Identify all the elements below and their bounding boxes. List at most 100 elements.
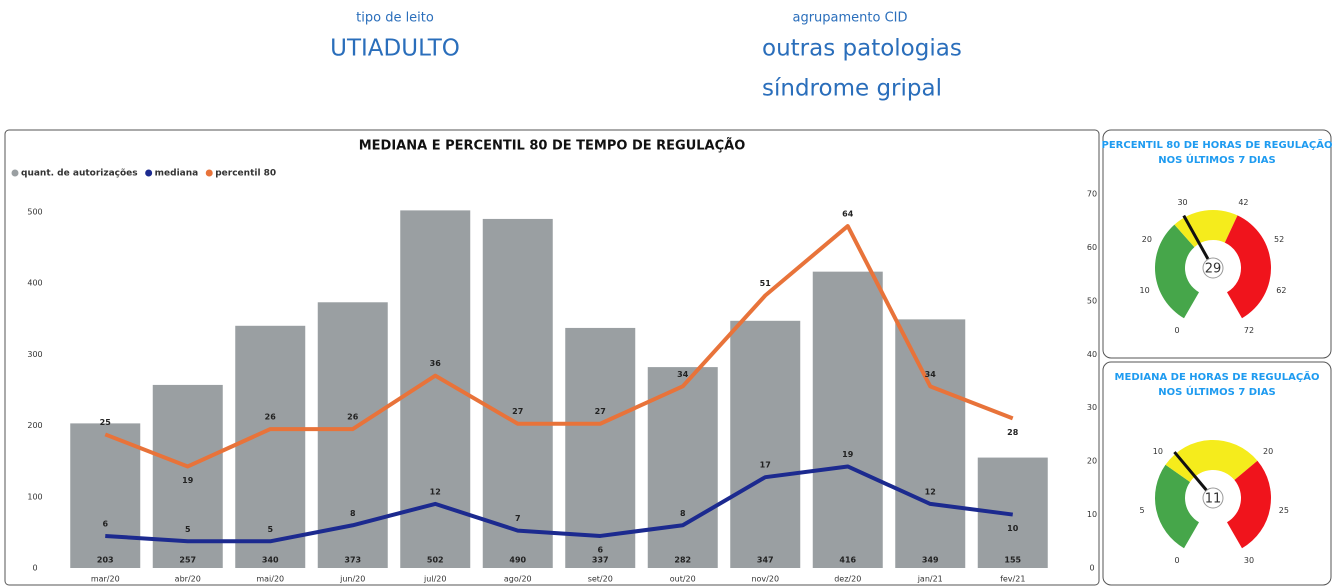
bar: [565, 327, 636, 568]
y2-tick-label: 10: [1087, 510, 1097, 519]
line-value-label: 8: [680, 509, 686, 518]
y2-tick-label: 40: [1087, 350, 1097, 359]
filter-label: agrupamento CID: [792, 11, 907, 26]
line-value-label: 26: [265, 413, 277, 422]
line-value-label: 6: [597, 545, 603, 554]
gauge-title: MEDIANA DE HORAS DE REGULAÇÃO: [1115, 370, 1320, 383]
line-value-label: 17: [760, 461, 771, 470]
chart-title: MEDIANA E PERCENTIL 80 DE TEMPO DE REGUL…: [359, 138, 746, 154]
x-tick-label: mai/20: [256, 575, 284, 584]
gauge-band: [1224, 215, 1271, 319]
x-tick-label: mar/20: [91, 575, 120, 584]
bar: [70, 423, 141, 568]
legend-marker: [145, 169, 153, 177]
bar: [152, 384, 223, 568]
gauge-value: 29: [1205, 262, 1222, 277]
x-tick-label: nov/20: [751, 575, 779, 584]
gauge-tick-label: 30: [1177, 198, 1187, 207]
line-value-label: 8: [350, 509, 356, 518]
filter-value: outras patologias: [762, 36, 962, 62]
gauge-title: NOS ÚLTIMOS 7 DIAS: [1158, 153, 1275, 166]
line-value-label: 12: [925, 487, 936, 496]
gauge-value: 11: [1205, 492, 1222, 507]
bar-value-label: 340: [262, 556, 279, 565]
gauge-band: [1227, 460, 1271, 549]
y-tick-label: 200: [27, 421, 42, 430]
line-value-label: 5: [267, 525, 273, 534]
line-value-label: 19: [182, 476, 194, 485]
bar: [647, 367, 718, 568]
gauge-tick-label: 0: [1174, 556, 1179, 565]
x-tick-label: set/20: [588, 575, 613, 584]
bar: [812, 271, 883, 568]
line-value-label: 10: [1007, 524, 1019, 533]
line: [104, 224, 1014, 469]
legend-marker: [205, 169, 213, 177]
bar-value-label: 347: [757, 556, 774, 565]
x-tick-label: dez/20: [834, 575, 861, 584]
gauge-panel: [1102, 129, 1332, 359]
gauge-band: [1155, 464, 1199, 549]
line-value-label: 34: [925, 370, 937, 379]
line-value-label: 36: [430, 359, 442, 368]
y-tick-label: 300: [27, 350, 42, 359]
line-value-label: 7: [515, 514, 521, 523]
bar-value-label: 349: [922, 556, 939, 565]
bar: [482, 218, 553, 568]
gauge-title: PERCENTIL 80 DE HORAS DE REGULAÇÃO: [1102, 138, 1333, 151]
gauge-center: [1202, 257, 1224, 279]
bar-value-label: 416: [839, 556, 856, 565]
line-value-label: 6: [102, 519, 108, 528]
filter-label: tipo de leito: [356, 11, 434, 26]
y-tick-label: 0: [32, 564, 37, 573]
bar: [235, 325, 306, 568]
gauge-tick-label: 10: [1153, 447, 1163, 456]
legend-label: quant. de autorizações: [21, 169, 138, 179]
bar-value-label: 203: [97, 556, 114, 565]
gauge-tick-label: 10: [1140, 286, 1150, 295]
y2-tick-label: 30: [1087, 403, 1097, 412]
gauge-band: [1165, 440, 1258, 482]
bar-value-label: 490: [509, 556, 526, 565]
line-value-label: 64: [842, 210, 854, 219]
line-value-label: 51: [760, 279, 772, 288]
line-value-label: 26: [347, 413, 359, 422]
gauge-panel: [1102, 361, 1332, 586]
x-tick-label: fev/21: [1000, 575, 1025, 584]
bar-value-label: 502: [427, 556, 444, 565]
bar-value-label: 373: [344, 556, 361, 565]
gauge-tick-label: 30: [1244, 556, 1254, 565]
x-tick-label: jul/20: [423, 575, 446, 584]
gauge-center: [1202, 487, 1224, 509]
bar-value-label: 337: [592, 556, 609, 565]
gauge-tick-label: 20: [1263, 447, 1273, 456]
line-value-label: 27: [512, 407, 523, 416]
x-tick-label: jun/20: [339, 575, 365, 584]
y2-tick-label: 60: [1087, 243, 1097, 252]
x-tick-label: ago/20: [504, 575, 532, 584]
gauge-tick-label: 42: [1238, 198, 1248, 207]
line-value-label: 12: [430, 487, 441, 496]
filter-value: síndrome gripal: [762, 76, 942, 102]
y-tick-label: 100: [27, 492, 42, 501]
x-tick-label: out/20: [670, 575, 696, 584]
legend-label: mediana: [155, 169, 199, 179]
bar: [895, 319, 966, 568]
y2-tick-label: 20: [1087, 457, 1097, 466]
line-value-label: 34: [677, 370, 689, 379]
line-value-label: 19: [842, 450, 854, 459]
gauge-tick-label: 25: [1279, 506, 1289, 515]
gauge-tick-label: 72: [1244, 326, 1254, 335]
y2-tick-label: 50: [1087, 296, 1097, 305]
line: [105, 464, 1014, 544]
line-value-label: 28: [1007, 428, 1019, 437]
y-tick-label: 500: [27, 207, 42, 216]
gauge-tick-label: 0: [1174, 326, 1179, 335]
y2-tick-label: 0: [1089, 564, 1094, 573]
line-value-label: 25: [100, 418, 112, 427]
line-value-label: 5: [185, 525, 191, 534]
y-tick-label: 400: [27, 279, 42, 288]
bar: [730, 320, 801, 568]
